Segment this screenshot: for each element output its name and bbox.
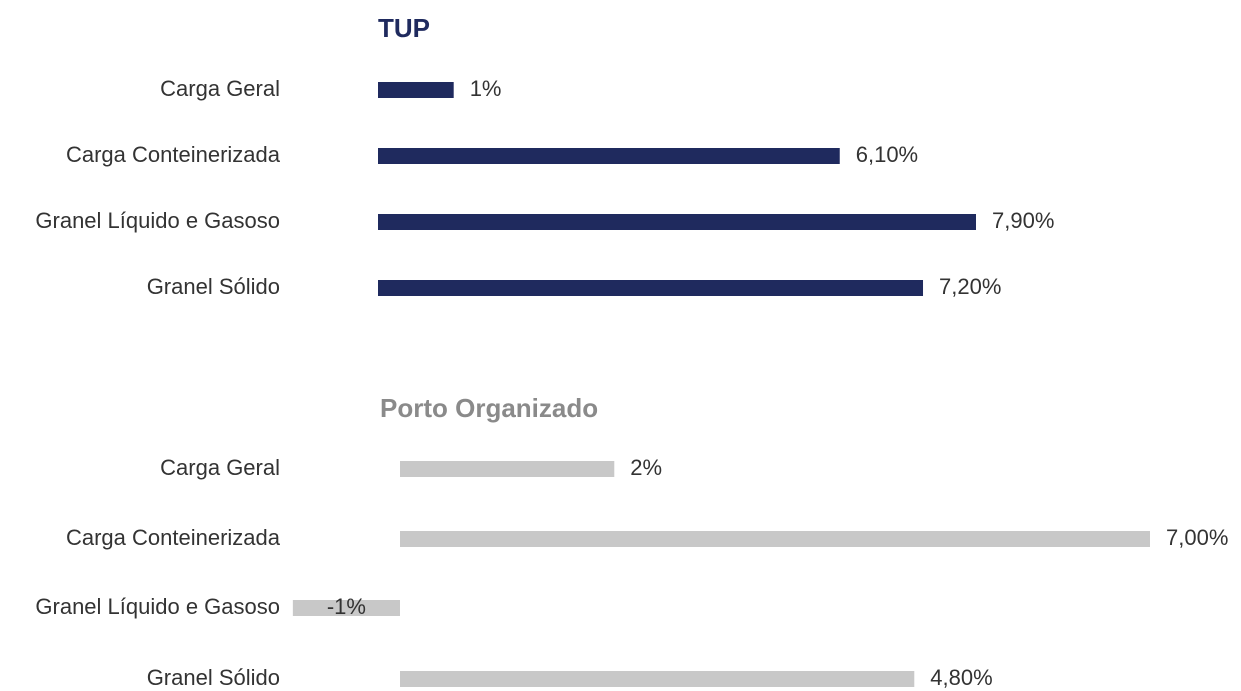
bar	[400, 671, 915, 687]
bar	[378, 82, 454, 98]
category-label: Carga Conteinerizada	[66, 525, 281, 550]
category-label: Granel Sólido	[147, 274, 280, 299]
category-label: Carga Geral	[160, 76, 280, 101]
value-label: 6,10%	[856, 142, 918, 167]
bar	[400, 461, 615, 477]
bar	[378, 148, 840, 164]
value-label: -1%	[327, 594, 366, 619]
bar	[378, 280, 924, 296]
category-label: Granel Sólido	[147, 665, 280, 690]
bar	[400, 531, 1150, 547]
value-label: 7,00%	[1166, 525, 1228, 550]
category-label: Carga Conteinerizada	[66, 142, 281, 167]
value-label: 4,80%	[930, 665, 992, 690]
chart-title: Porto Organizado	[380, 393, 598, 423]
category-label: Carga Geral	[160, 455, 280, 480]
value-label: 7,90%	[992, 208, 1054, 233]
category-label: Granel Líquido e Gasoso	[35, 208, 280, 233]
category-label: Granel Líquido e Gasoso	[35, 594, 280, 619]
value-label: 1%	[470, 76, 502, 101]
value-label: 7,20%	[939, 274, 1001, 299]
bar	[292, 600, 400, 616]
value-label: 2%	[630, 455, 662, 480]
chart-title: TUP	[378, 13, 430, 43]
bar	[378, 214, 976, 230]
